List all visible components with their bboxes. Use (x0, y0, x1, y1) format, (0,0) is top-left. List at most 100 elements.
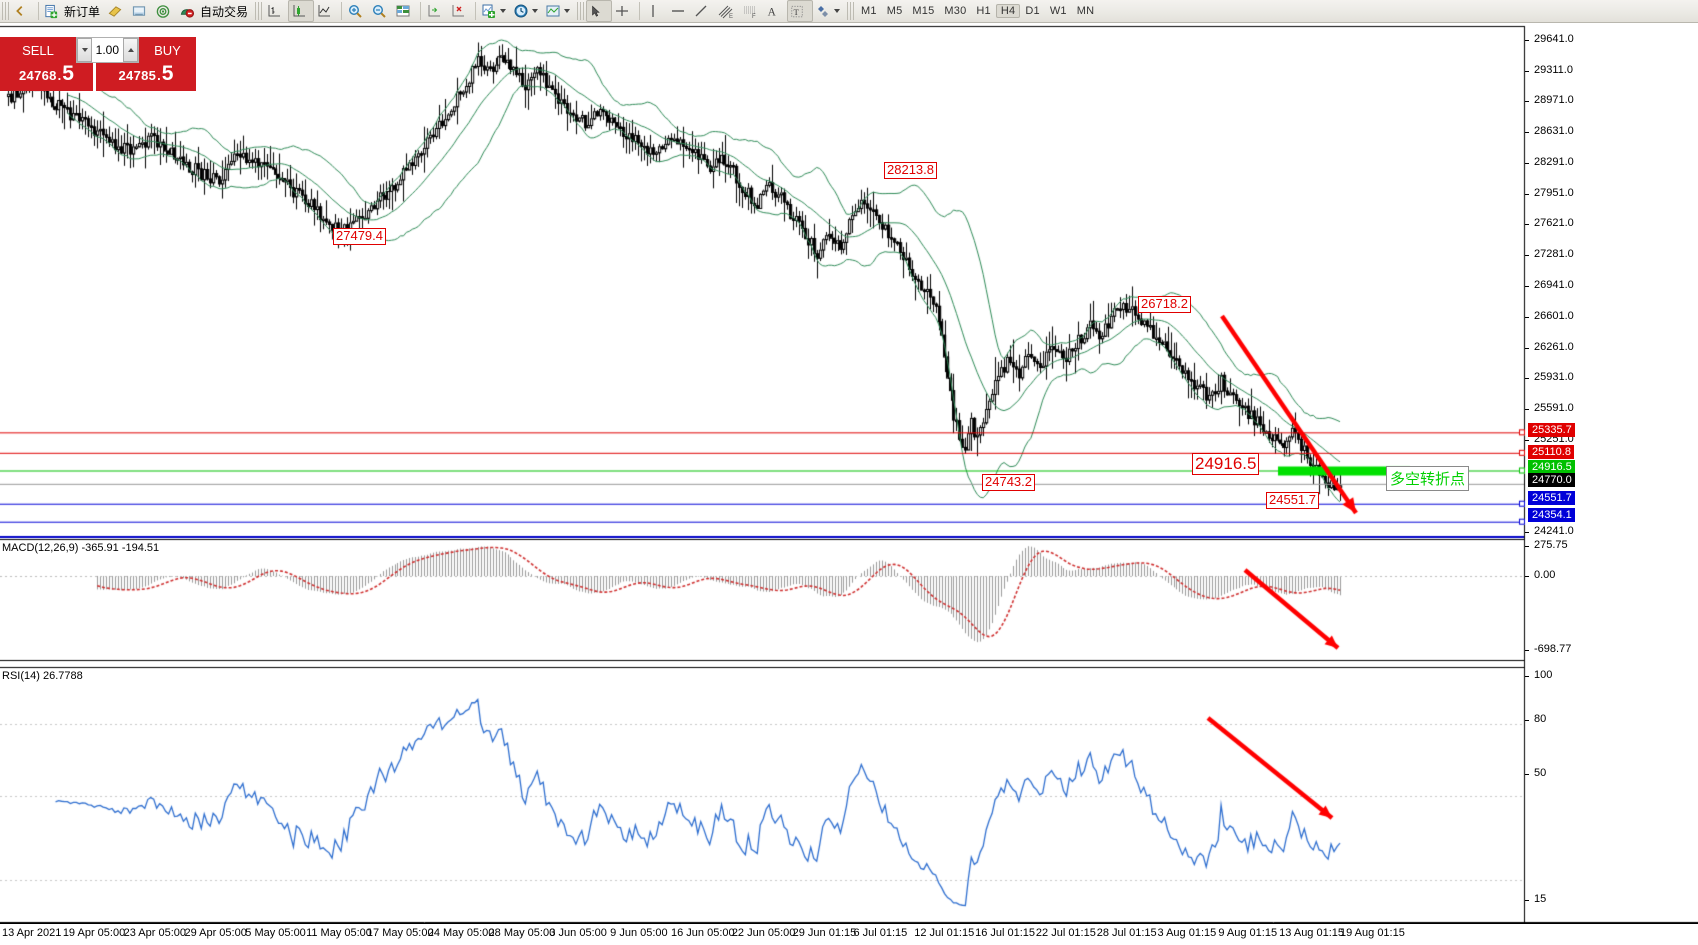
expert-advisor-icon[interactable] (105, 1, 129, 21)
annotation-26718[interactable]: 26718.2 (1138, 296, 1191, 313)
cursor-icon[interactable] (586, 0, 613, 22)
shapes-icon[interactable] (813, 1, 845, 21)
time-axis-label: 6 Jul 01:15 (853, 927, 908, 939)
toolbar-grip-4[interactable] (847, 2, 855, 20)
timeframe-h1[interactable]: H1 (976, 5, 991, 17)
scale-label-resistance-1[interactable]: 25335.7 (1528, 423, 1575, 437)
price-gap (93, 63, 96, 91)
buy-button[interactable]: BUY (139, 37, 196, 63)
timeframe-mn[interactable]: MN (1076, 5, 1095, 17)
auto-scroll-icon[interactable] (448, 1, 472, 21)
time-axis-label: 17 May 05:00 (366, 927, 434, 939)
sell-button[interactable]: SELL (0, 37, 76, 63)
svg-text:A: A (768, 6, 777, 18)
rsi-tick-label: 15 (1534, 893, 1547, 905)
price-tick-label: 28631.0 (1534, 125, 1574, 138)
macd-tick-mark (1525, 546, 1529, 547)
time-axis-label: 29 Apr 05:00 (184, 927, 247, 939)
price-tick-label: 27621.0 (1534, 217, 1574, 230)
sell-price-integer: 24768 (19, 68, 57, 83)
timeframe-m30[interactable]: M30 (944, 5, 967, 17)
price-tick-mark (1525, 132, 1529, 134)
rsi-tick-mark (1525, 676, 1529, 677)
time-axis-label: 28 May 05:00 (488, 927, 556, 939)
back-icon[interactable] (11, 1, 35, 21)
line-chart-icon[interactable] (314, 1, 338, 21)
timeframe-d1[interactable]: D1 (1025, 5, 1040, 17)
scale-label-support-2[interactable]: 24354.1 (1528, 508, 1575, 522)
macd-tick-mark (1525, 650, 1529, 651)
timeframe-h4[interactable]: H4 (995, 4, 1021, 18)
equidistant-channel-icon[interactable]: E (715, 1, 739, 21)
volume-stepper[interactable]: 1.00 (76, 37, 139, 63)
bar-chart-icon[interactable] (264, 1, 288, 21)
chevron-down-icon-2[interactable] (532, 9, 539, 13)
chevron-down-icon-4[interactable] (834, 9, 841, 13)
zoom-in-icon[interactable] (345, 1, 369, 21)
annotation-24551[interactable]: 24551.7 (1266, 492, 1319, 509)
period-icon[interactable] (511, 1, 543, 21)
templates-icon[interactable] (543, 1, 575, 21)
time-axis-label: 13 Apr 2021 (2, 927, 62, 939)
timeframe-w1[interactable]: W1 (1049, 5, 1067, 17)
sell-price[interactable]: 24768 . 5 (0, 63, 93, 91)
price-tick-mark (1525, 286, 1529, 288)
timeframe-m1[interactable]: M1 (861, 5, 877, 17)
zoom-out-icon[interactable] (369, 1, 393, 21)
new-order-icon[interactable]: 新订单 (42, 1, 105, 21)
volume-increase-button[interactable] (123, 38, 138, 62)
price-tick-mark (1525, 101, 1529, 103)
price-tick-label: 29641.0 (1534, 33, 1574, 46)
horizontal-line-icon[interactable] (667, 1, 691, 21)
new-order-label: 新订单 (64, 4, 101, 19)
volume-decrease-button[interactable] (77, 38, 92, 62)
rsi-indicator-label: RSI(14) 26.7788 (2, 670, 83, 682)
annotation-24743[interactable]: 24743.2 (982, 474, 1035, 491)
rsi-tick-mark (1525, 900, 1529, 901)
label-icon[interactable]: T (787, 0, 814, 22)
time-axis-label: 3 Jun 05:00 (549, 927, 607, 939)
text-icon[interactable]: A (763, 1, 787, 21)
annotation-24916[interactable]: 24916.5 (1192, 453, 1260, 475)
time-axis-label: 24 May 05:00 (427, 927, 495, 939)
one-click-trading-panel[interactable]: SELL 1.00 BUY 24768 . 5 24785 . 5 (0, 37, 196, 91)
chevron-down-icon[interactable] (500, 9, 507, 13)
toolbar-grip[interactable] (2, 2, 9, 20)
indicators-icon[interactable] (479, 1, 511, 21)
signals-icon[interactable] (153, 1, 177, 21)
volume-value[interactable]: 1.00 (92, 38, 123, 62)
shift-end-icon[interactable] (424, 1, 448, 21)
annotation-28213[interactable]: 28213.8 (884, 162, 937, 179)
scale-label-support-1[interactable]: 24551.7 (1528, 491, 1575, 505)
time-axis-label: 28 Jul 01:15 (1096, 927, 1157, 939)
crosshair-icon[interactable] (612, 1, 636, 21)
annotation-27479[interactable]: 27479.4 (333, 228, 386, 245)
scale-label-last-price[interactable]: 24770.0 (1528, 473, 1575, 487)
toolbar-separator (38, 2, 39, 20)
time-axis-label: 13 Aug 01:15 (1279, 927, 1345, 939)
buy-price[interactable]: 24785 . 5 (96, 63, 196, 91)
price-tick-mark (1525, 163, 1529, 165)
macd-tick-mark (1525, 576, 1529, 577)
timeframe-m5[interactable]: M5 (886, 5, 903, 17)
toolbar-grip-2[interactable] (255, 2, 263, 20)
time-axis-label: 5 May 05:00 (245, 927, 306, 939)
data-window-icon[interactable] (129, 1, 153, 21)
scale-label-resistance-2[interactable]: 25110.8 (1528, 445, 1574, 459)
macd-tick-label: -698.77 (1534, 643, 1572, 655)
vertical-line-icon[interactable] (643, 1, 667, 21)
scale-label-pivot[interactable]: 24916.5 (1528, 460, 1575, 474)
chevron-down-icon-3[interactable] (564, 9, 571, 13)
grid-icon[interactable] (393, 1, 417, 21)
time-axis-label: 29 Jun 01:15 (792, 927, 857, 939)
chinese-annotation-note[interactable]: 多空转折点 (1386, 466, 1470, 491)
time-axis-label: 3 Aug 01:15 (1157, 927, 1217, 939)
candlestick-chart-icon[interactable] (288, 0, 315, 22)
timeframe-m15[interactable]: M15 (912, 5, 935, 17)
svg-text:F: F (752, 14, 756, 19)
autotrading-icon[interactable]: 自动交易 (177, 1, 253, 21)
trendline-icon[interactable] (691, 1, 715, 21)
fibonacci-icon[interactable]: F (739, 1, 763, 21)
toolbar-grip-3[interactable] (577, 2, 585, 20)
price-tick-label: 26601.0 (1534, 310, 1574, 323)
